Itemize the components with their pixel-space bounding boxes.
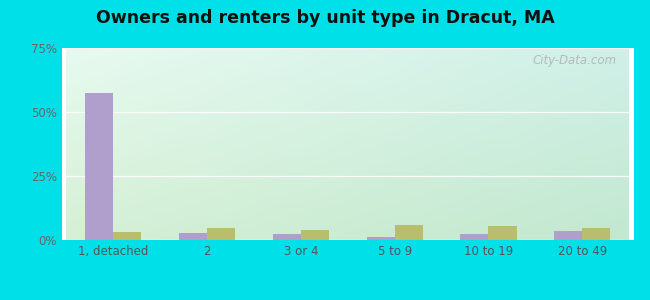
Bar xyxy=(113,232,142,240)
Bar xyxy=(85,93,113,240)
Bar xyxy=(488,226,517,240)
Bar xyxy=(554,231,582,240)
Bar xyxy=(301,230,329,240)
Text: Owners and renters by unit type in Dracut, MA: Owners and renters by unit type in Dracu… xyxy=(96,9,554,27)
Bar xyxy=(367,237,395,240)
Text: City-Data.com: City-Data.com xyxy=(532,54,617,67)
Bar xyxy=(207,228,235,240)
Bar xyxy=(582,229,610,240)
Bar xyxy=(460,234,488,240)
Bar xyxy=(273,234,301,240)
Bar xyxy=(395,225,423,240)
Bar xyxy=(179,233,207,240)
